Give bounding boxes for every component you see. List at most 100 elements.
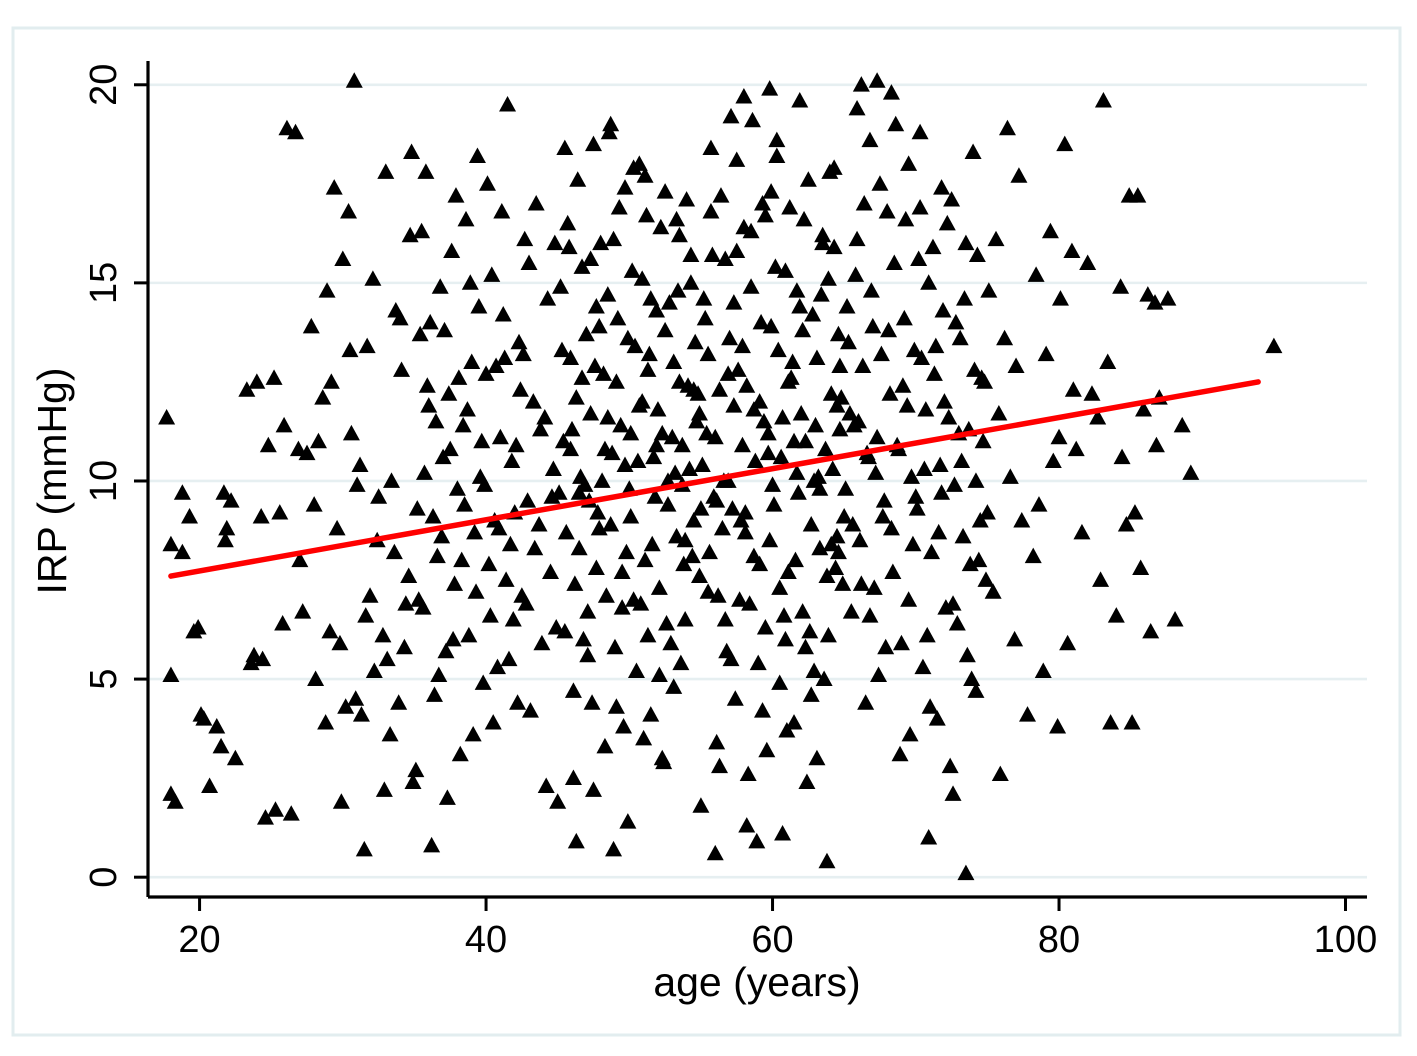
- scatter-point: [802, 686, 820, 702]
- scatter-point: [437, 642, 455, 659]
- scatter-point: [309, 432, 327, 449]
- scatter-point: [539, 290, 557, 306]
- scatter-point: [294, 603, 312, 619]
- scatter-point: [676, 531, 694, 548]
- scatter-point: [776, 262, 794, 278]
- scatter-point: [468, 147, 486, 163]
- scatter-point: [887, 115, 905, 132]
- scatter-point: [722, 650, 740, 667]
- x-tick-label: 100: [1314, 919, 1377, 961]
- scatter-point: [817, 440, 835, 457]
- scatter-point: [524, 393, 542, 409]
- scatter-point: [944, 785, 962, 801]
- scatter-point: [911, 198, 929, 215]
- scatter-point: [877, 638, 895, 655]
- scatter-point: [944, 595, 962, 611]
- scatter-point: [491, 428, 509, 445]
- scatter-point: [923, 543, 941, 560]
- scatter-point: [483, 266, 501, 282]
- scatter-point: [897, 210, 915, 227]
- scatter-point: [751, 555, 769, 572]
- scatter-point: [347, 690, 365, 706]
- scatter-point: [537, 777, 555, 793]
- scatter-point: [973, 369, 991, 385]
- scatter-point: [828, 397, 846, 413]
- scatter-point: [1123, 714, 1141, 730]
- scatter-point: [665, 353, 683, 369]
- scatter-point: [1059, 634, 1077, 651]
- scatter-point: [519, 492, 537, 508]
- scatter-point: [894, 377, 912, 393]
- scatter-point: [564, 769, 582, 786]
- scatter-point: [427, 412, 445, 429]
- scatter-point: [650, 579, 668, 595]
- scatter-point: [837, 480, 855, 496]
- scatter-points: [158, 72, 1283, 881]
- scatter-point: [695, 290, 713, 306]
- scatter-point: [1027, 266, 1045, 282]
- scatter-point: [622, 424, 640, 441]
- scatter-point: [708, 733, 726, 750]
- scatter-point: [913, 349, 931, 366]
- scatter-point: [434, 448, 452, 465]
- scatter-point: [625, 591, 643, 607]
- scatter-point: [474, 674, 492, 690]
- scatter-point: [1067, 440, 1085, 457]
- scatter-point: [792, 405, 810, 421]
- scatter-point: [562, 349, 580, 366]
- scatter-point: [533, 634, 551, 651]
- scatter-point: [680, 460, 698, 476]
- scatter-point: [507, 436, 525, 453]
- scatter-point: [881, 385, 899, 401]
- scatter-point: [719, 365, 737, 381]
- scatter-point: [1146, 294, 1164, 310]
- scatter-point: [931, 456, 949, 473]
- scatter-point: [776, 630, 794, 647]
- scatter-point: [378, 650, 396, 667]
- scatter-point: [692, 797, 710, 813]
- scatter-point: [632, 595, 650, 611]
- scatter-point: [902, 468, 920, 484]
- scatter-point: [256, 809, 274, 825]
- scatter-point: [766, 258, 784, 274]
- scatter-point: [457, 210, 475, 227]
- scatter-point: [709, 587, 727, 603]
- scatter-point: [499, 95, 517, 112]
- y-tick-label: 10: [83, 460, 125, 502]
- scatter-point: [927, 337, 945, 354]
- scatter-point: [1182, 464, 1200, 480]
- scatter-point: [173, 543, 191, 560]
- scatter-point: [933, 179, 951, 195]
- scatter-point: [642, 290, 660, 306]
- scatter-point: [847, 266, 865, 282]
- scatter-point: [953, 452, 971, 469]
- scatter-point: [1024, 547, 1042, 564]
- scatter-point: [708, 492, 726, 508]
- scatter-point: [415, 464, 433, 480]
- scatter-point: [593, 472, 611, 488]
- scatter-point: [531, 420, 549, 437]
- scatter-point: [321, 622, 339, 639]
- scatter-point: [736, 523, 754, 540]
- scatter-point: [791, 92, 809, 108]
- scatter-point: [801, 622, 819, 639]
- scatter-point: [880, 321, 898, 338]
- scatter-point: [851, 531, 869, 548]
- scatter-point: [802, 515, 820, 532]
- scatter-point: [1079, 254, 1097, 270]
- scatter-point: [745, 401, 763, 417]
- scatter-point: [473, 432, 491, 449]
- scatter-point: [341, 341, 359, 358]
- scatter-point: [520, 254, 538, 270]
- scatter-point: [774, 408, 792, 425]
- scatter-point: [762, 183, 780, 199]
- scatter-point: [489, 658, 507, 675]
- scatter-point: [470, 298, 488, 314]
- x-tick-label: 20: [178, 919, 220, 961]
- scatter-point: [964, 143, 982, 160]
- scatter-point: [685, 381, 703, 397]
- scatter-point: [597, 587, 615, 603]
- scatter-point: [742, 222, 760, 239]
- scatter-point: [385, 543, 403, 560]
- scatter-point: [934, 302, 952, 318]
